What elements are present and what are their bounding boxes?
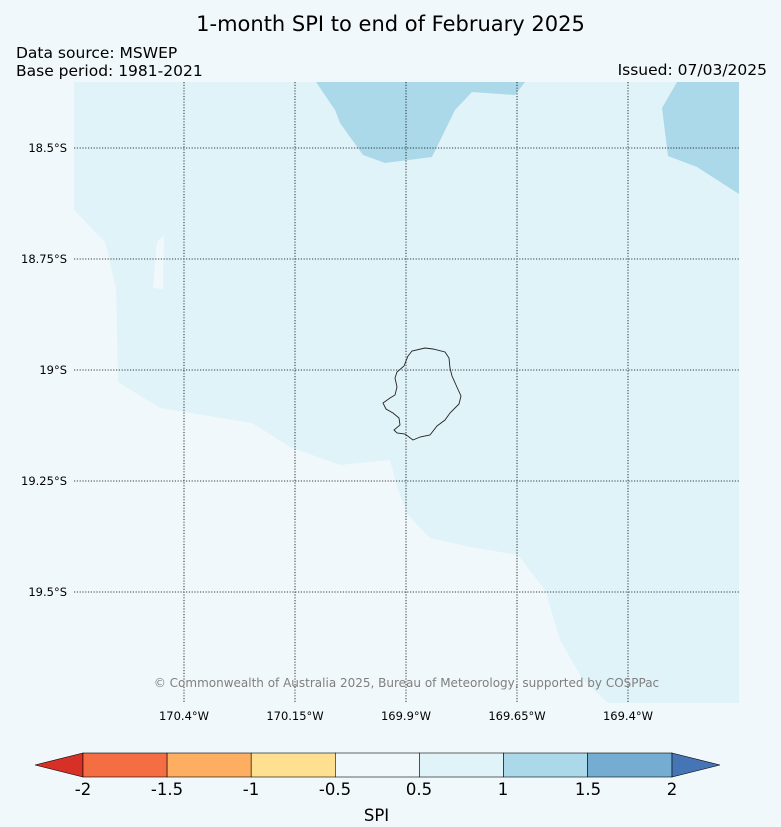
map-title: 1-month SPI to end of February 2025 xyxy=(196,12,585,36)
colorbar-tick: 2 xyxy=(666,780,678,799)
colorbar-bin-3 xyxy=(250,752,336,778)
colorbar-bin-7 xyxy=(587,752,673,778)
spi-region-0.5-to-1 xyxy=(74,82,739,703)
spi-region-1-to-1.5-north xyxy=(316,82,525,163)
colorbar-extend-high xyxy=(671,752,721,778)
spi-region-1-to-1.5-northeast xyxy=(662,82,739,194)
map-panel xyxy=(74,82,739,703)
colorbar-tick: 0.5 xyxy=(405,780,433,799)
colorbar-tick: -0.5 xyxy=(318,780,352,799)
lon-label-169-9: 169.9°W xyxy=(380,709,432,723)
colorbar xyxy=(34,752,721,778)
lon-label-169-4: 169.4°W xyxy=(602,709,654,723)
island-outline xyxy=(382,347,462,441)
colorbar-bin-4 xyxy=(334,752,420,778)
lat-label-19: 19°S xyxy=(39,363,67,377)
colorbar-tick: -1.5 xyxy=(150,780,184,799)
colorbar-bin-6 xyxy=(503,752,588,778)
base-period: Base period: 1981-2021 xyxy=(16,62,203,80)
spi-region-notch xyxy=(153,235,164,289)
colorbar-bin-5 xyxy=(419,752,504,778)
issued-date: Issued: 07/03/2025 xyxy=(617,61,767,79)
colorbar-tick: 1.5 xyxy=(574,780,602,799)
colorbar-tick: 1 xyxy=(497,780,509,799)
map-metadata: Data source: MSWEP Base period: 1981-202… xyxy=(16,44,203,80)
lon-label-169-65: 169.65°W xyxy=(488,709,546,723)
colorbar-bin-1 xyxy=(82,752,168,778)
lat-label-19-5: 19.5°S xyxy=(28,585,67,599)
lat-label-18-75: 18.75°S xyxy=(21,252,67,266)
colorbar-tick: -1 xyxy=(242,780,260,799)
lat-label-18-5: 18.5°S xyxy=(28,141,67,155)
lon-label-170-15: 170.15°W xyxy=(266,709,324,723)
colorbar-bin-2 xyxy=(166,752,252,778)
copyright-credit: © Commonwealth of Australia 2025, Bureau… xyxy=(153,676,660,690)
colorbar-label: SPI xyxy=(363,806,390,825)
colorbar-extend-low xyxy=(34,752,84,778)
data-source: Data source: MSWEP xyxy=(16,44,178,62)
lat-label-19-25: 19.25°S xyxy=(21,474,67,488)
lon-label-170-4: 170.4°W xyxy=(158,709,210,723)
colorbar-tick: -2 xyxy=(74,780,92,799)
